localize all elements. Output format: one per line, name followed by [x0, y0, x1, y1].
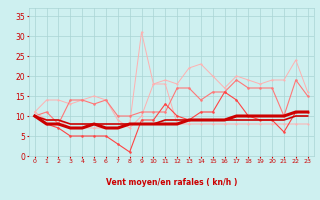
X-axis label: Vent moyen/en rafales ( kn/h ): Vent moyen/en rafales ( kn/h ) [106, 178, 237, 187]
